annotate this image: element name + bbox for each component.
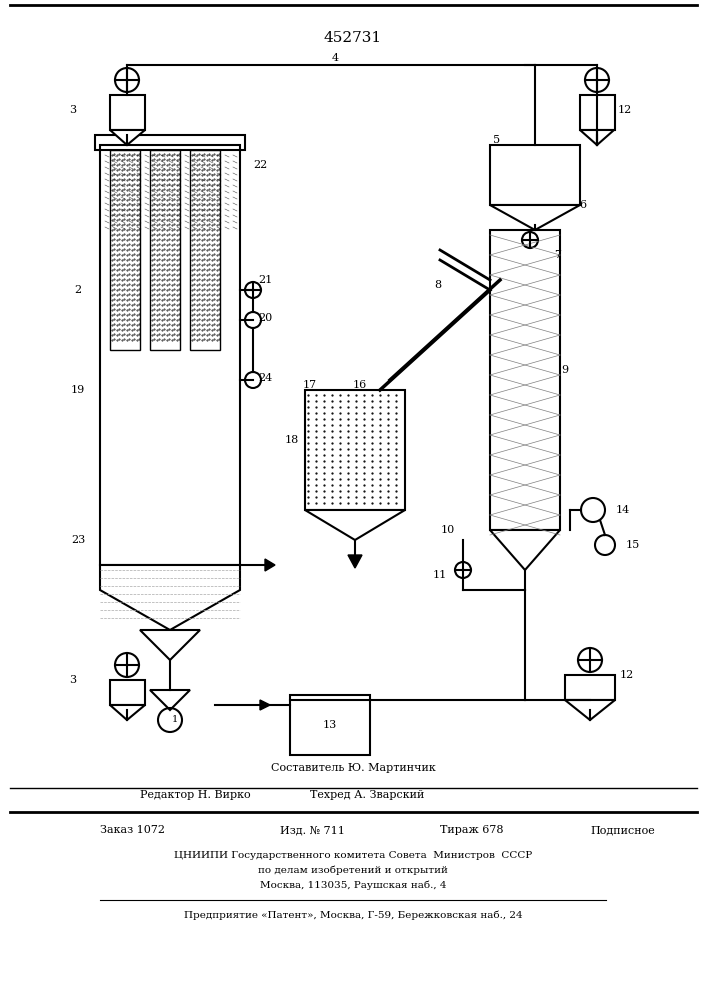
Bar xyxy=(305,390,405,510)
Bar xyxy=(580,95,615,130)
Text: Редактор Н. Вирко: Редактор Н. Вирко xyxy=(140,790,250,800)
Polygon shape xyxy=(110,130,145,145)
Polygon shape xyxy=(110,705,145,720)
Text: по делам изобретений и открытий: по делам изобретений и открытий xyxy=(258,865,448,875)
Text: 11: 11 xyxy=(433,570,447,580)
Polygon shape xyxy=(100,565,240,630)
Text: 4: 4 xyxy=(332,53,339,63)
Text: 20: 20 xyxy=(258,313,272,323)
Text: 452731: 452731 xyxy=(324,31,382,45)
Polygon shape xyxy=(150,690,190,710)
Text: 21: 21 xyxy=(258,275,272,285)
Text: 12: 12 xyxy=(620,670,634,680)
Text: 23: 23 xyxy=(71,535,85,545)
Text: 8: 8 xyxy=(434,280,442,290)
Text: 16: 16 xyxy=(353,380,367,390)
Text: Изд. № 711: Изд. № 711 xyxy=(280,825,345,835)
Text: Заказ 1072: Заказ 1072 xyxy=(100,825,165,835)
Polygon shape xyxy=(490,530,560,570)
Bar xyxy=(190,150,220,350)
Polygon shape xyxy=(490,205,580,230)
Text: 3: 3 xyxy=(69,675,76,685)
Text: Техред А. Зварский: Техред А. Зварский xyxy=(310,790,424,800)
Bar xyxy=(100,145,240,565)
Polygon shape xyxy=(565,700,615,720)
Text: 13: 13 xyxy=(323,720,337,730)
Polygon shape xyxy=(260,700,270,710)
Text: 2: 2 xyxy=(74,285,81,295)
Polygon shape xyxy=(580,130,614,145)
Text: Составитель Ю. Мартинчик: Составитель Ю. Мартинчик xyxy=(271,763,436,773)
Text: 5: 5 xyxy=(493,135,501,145)
Bar xyxy=(490,230,560,530)
Text: 18: 18 xyxy=(285,435,299,445)
Text: ЦНИИПИ Государственного комитета Совета  Министров  СССР: ЦНИИПИ Государственного комитета Совета … xyxy=(174,850,532,859)
Bar xyxy=(490,145,580,205)
Bar xyxy=(565,675,615,700)
Text: 6: 6 xyxy=(580,200,587,210)
Bar xyxy=(290,695,370,755)
Text: Подписное: Подписное xyxy=(590,825,655,835)
Text: Тираж 678: Тираж 678 xyxy=(440,825,503,835)
Text: 10: 10 xyxy=(441,525,455,535)
Text: 3: 3 xyxy=(69,105,76,115)
Text: 24: 24 xyxy=(258,373,272,383)
Bar xyxy=(110,680,145,705)
Text: 14: 14 xyxy=(616,505,630,515)
Bar xyxy=(150,150,180,350)
Text: 17: 17 xyxy=(303,380,317,390)
Text: Москва, 113035, Раушская наб., 4: Москва, 113035, Раушская наб., 4 xyxy=(259,880,446,890)
Bar xyxy=(95,135,245,150)
Polygon shape xyxy=(265,559,275,571)
Text: Предприятие «Патент», Москва, Г-59, Бережковская наб., 24: Предприятие «Патент», Москва, Г-59, Бере… xyxy=(184,910,522,920)
Text: 7: 7 xyxy=(554,250,561,260)
Text: 9: 9 xyxy=(561,365,568,375)
Text: 15: 15 xyxy=(626,540,640,550)
Bar xyxy=(110,150,140,350)
Text: 1: 1 xyxy=(172,716,178,724)
Polygon shape xyxy=(140,630,200,660)
Polygon shape xyxy=(305,510,405,540)
Text: 19: 19 xyxy=(71,385,85,395)
Polygon shape xyxy=(348,555,362,568)
Text: 12: 12 xyxy=(618,105,632,115)
Text: 22: 22 xyxy=(253,160,267,170)
Bar xyxy=(110,95,145,130)
